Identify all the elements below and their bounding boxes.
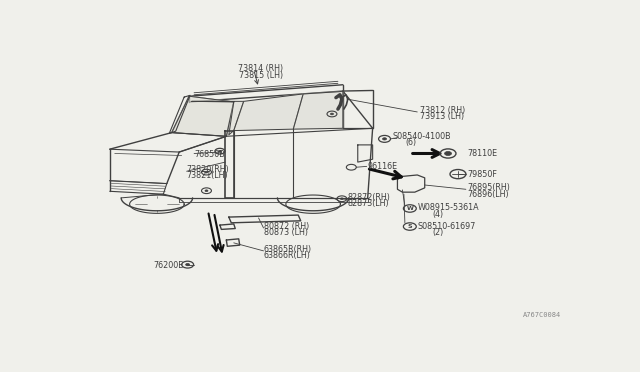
Text: 78110E: 78110E [467, 149, 497, 158]
Text: (4): (4) [432, 210, 444, 219]
Circle shape [205, 190, 208, 192]
Text: (2): (2) [432, 228, 444, 237]
Text: W: W [406, 206, 413, 211]
Text: 76895(RH): 76895(RH) [467, 183, 509, 192]
Text: S08510-61697: S08510-61697 [417, 222, 476, 231]
Text: 73821(LH): 73821(LH) [187, 171, 228, 180]
Circle shape [445, 151, 451, 155]
Polygon shape [234, 94, 303, 131]
Text: S08540-4100B: S08540-4100B [392, 132, 451, 141]
Text: 76200E: 76200E [154, 261, 184, 270]
Circle shape [205, 171, 208, 173]
Text: 73913 (LH): 73913 (LH) [420, 112, 464, 121]
Polygon shape [293, 91, 343, 129]
Text: 80873 (LH): 80873 (LH) [264, 228, 307, 237]
Text: W08915-5361A: W08915-5361A [417, 203, 479, 212]
Text: S: S [408, 224, 412, 229]
Text: 96116E: 96116E [367, 162, 398, 171]
Text: 82873(LH): 82873(LH) [348, 199, 390, 208]
Text: (6): (6) [405, 138, 416, 147]
Text: 79850F: 79850F [467, 170, 497, 179]
Text: 73820(RH): 73820(RH) [187, 165, 229, 174]
Circle shape [383, 138, 387, 140]
Text: 80872 (RH): 80872 (RH) [264, 222, 308, 231]
Text: 73812 (RH): 73812 (RH) [420, 106, 465, 115]
Circle shape [340, 198, 344, 200]
Text: A767C0084: A767C0084 [523, 312, 561, 318]
Text: 63865R(RH): 63865R(RH) [264, 245, 312, 254]
Text: 63866R(LH): 63866R(LH) [264, 251, 310, 260]
Polygon shape [191, 101, 244, 135]
Circle shape [186, 263, 189, 266]
Circle shape [330, 113, 333, 115]
Text: 82872(RH): 82872(RH) [348, 193, 390, 202]
Text: 76850B: 76850B [194, 150, 225, 158]
Polygon shape [172, 96, 234, 136]
Circle shape [218, 150, 221, 152]
Text: 73814 (RH): 73814 (RH) [239, 64, 284, 74]
Text: 76896(LH): 76896(LH) [467, 190, 509, 199]
Text: 73815 (LH): 73815 (LH) [239, 71, 283, 80]
